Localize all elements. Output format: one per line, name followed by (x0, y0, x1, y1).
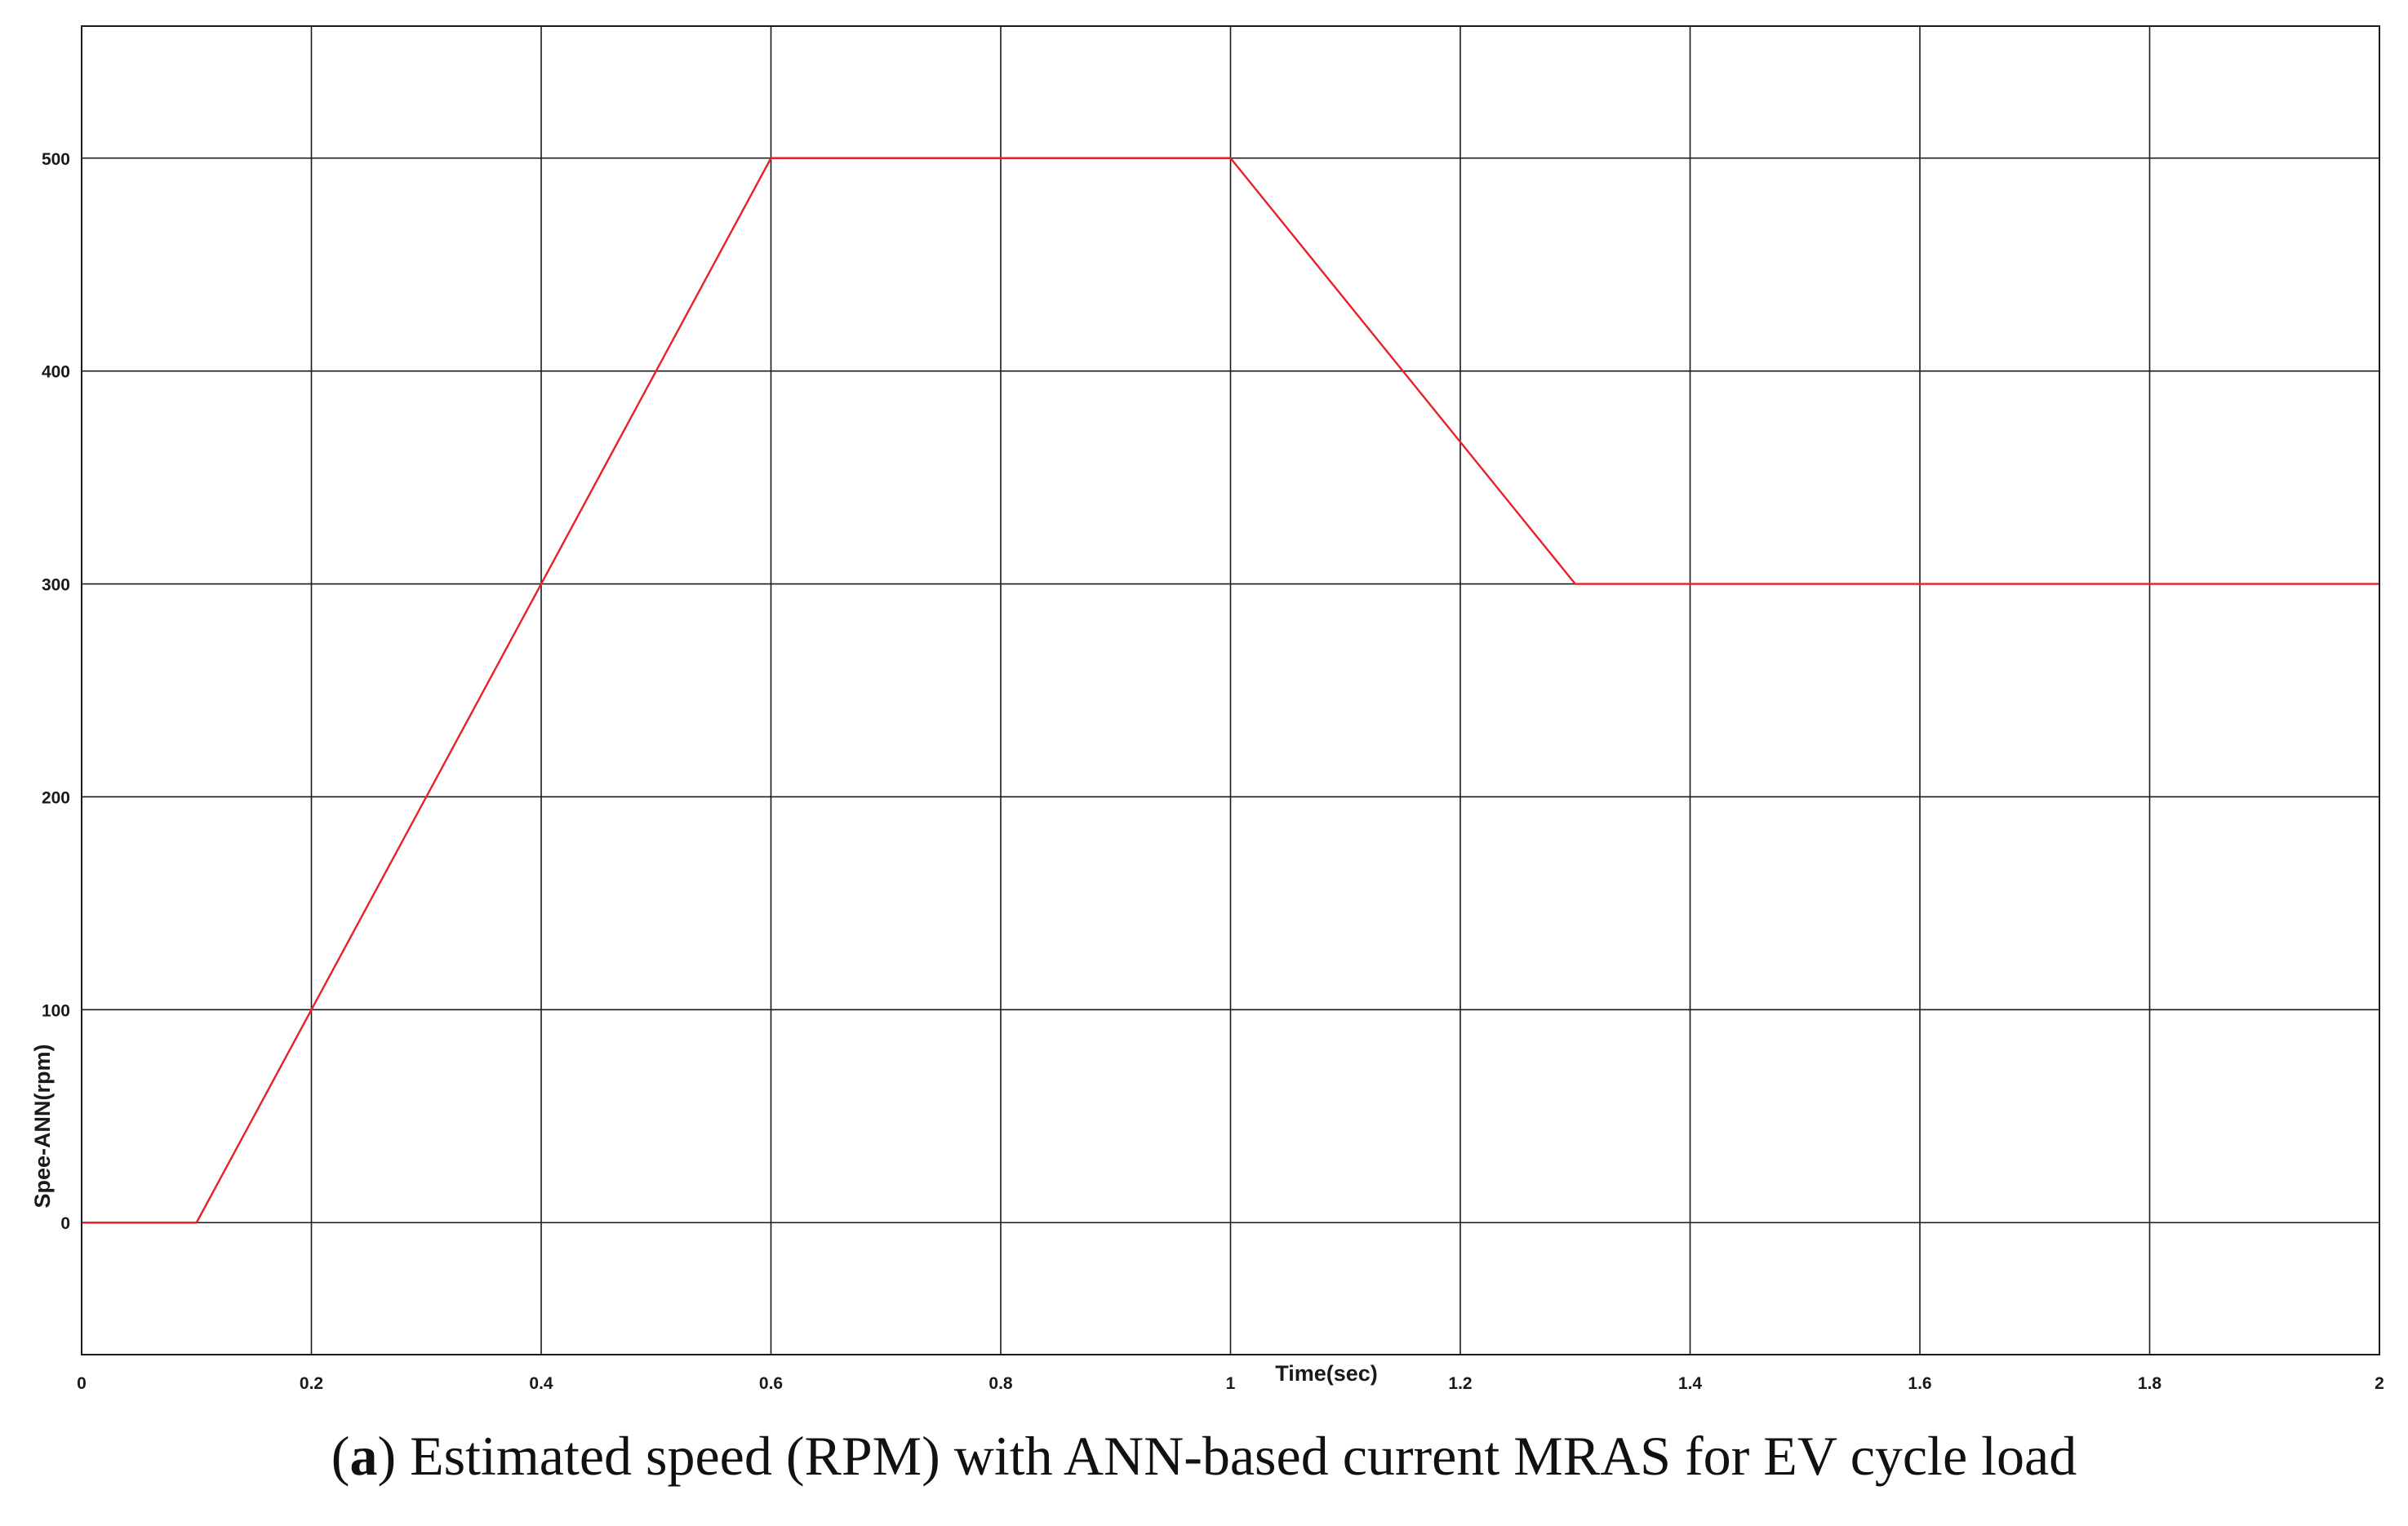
x-tick-label: 1.2 (1448, 1374, 1472, 1393)
caption-letter: a (349, 1425, 378, 1487)
x-tick-label: 0 (77, 1374, 87, 1393)
x-tick-label: 1 (1226, 1374, 1236, 1393)
x-tick-label: 0.2 (300, 1374, 323, 1393)
x-tick-label: 1.8 (2138, 1374, 2162, 1393)
y-tick-label: 300 (42, 576, 70, 595)
caption-text: ) Estimated speed (RPM) with ANN-based c… (377, 1425, 2077, 1487)
y-tick-label: 400 (42, 363, 70, 382)
y-tick-label: 0 (60, 1214, 70, 1233)
x-tick-label: 1.6 (1908, 1374, 1931, 1393)
x-tick-label: 0.6 (759, 1374, 783, 1393)
y-tick-label: 200 (42, 788, 70, 807)
x-tick-label: 2 (2375, 1374, 2384, 1393)
x-axis-title: Time(sec) (1275, 1361, 1378, 1386)
y-tick-label: 500 (42, 150, 70, 169)
x-tick-label: 1.4 (1678, 1374, 1703, 1393)
plot-frame (81, 25, 2380, 1355)
series-line (82, 157, 2379, 1224)
caption-open-paren: ( (331, 1425, 350, 1487)
figure-caption: (a) Estimated speed (RPM) with ANN-based… (0, 1424, 2408, 1488)
x-tick-label: 0.8 (989, 1374, 1013, 1393)
y-axis-title: Spee-ANN(rpm) (30, 1044, 55, 1208)
tick-labels: 0 0.2 0.4 0.6 0.8 1 1.2 1.4 1.6 1.8 2 0 100 200 300 400… (42, 150, 2384, 1393)
series-layer (82, 157, 2379, 1224)
x-tick-label: 0.4 (529, 1374, 553, 1393)
y-tick-label: 100 (42, 1001, 70, 1020)
